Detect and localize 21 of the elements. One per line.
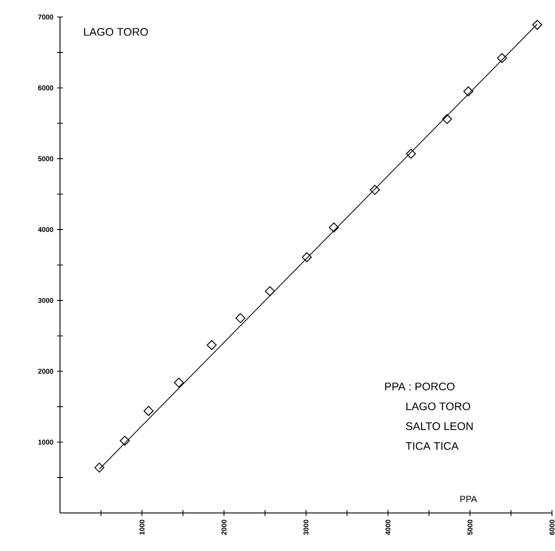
point <box>144 406 154 416</box>
point <box>206 340 217 350</box>
annotation: LAGO TORO <box>406 402 470 410</box>
annotation: SALTO LEON <box>406 422 473 430</box>
annotation: TICA TICA <box>406 442 459 450</box>
annotation: PPA : PORCO <box>385 382 454 390</box>
point <box>463 86 474 96</box>
point <box>264 286 275 296</box>
point <box>174 378 184 388</box>
point <box>497 53 507 64</box>
point <box>442 114 452 124</box>
point <box>532 20 542 30</box>
point <box>406 148 416 159</box>
point <box>328 222 339 232</box>
x-axis-title: PPA <box>460 496 478 502</box>
point <box>94 462 104 473</box>
point <box>120 436 130 446</box>
point <box>302 252 312 262</box>
point <box>370 184 380 195</box>
text: LAGO TORO <box>84 28 148 36</box>
point <box>235 313 246 324</box>
